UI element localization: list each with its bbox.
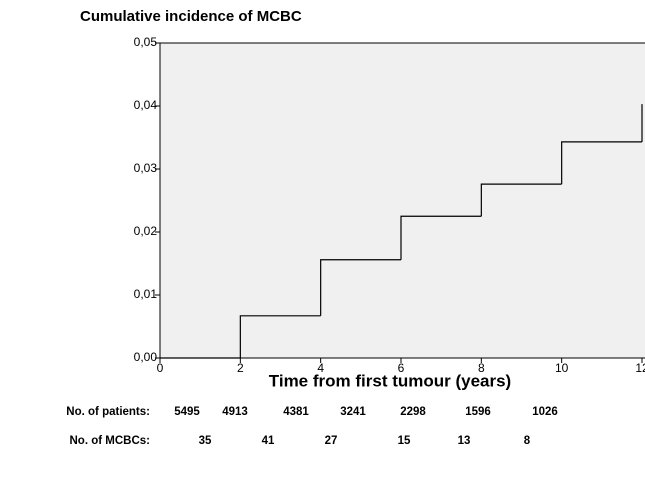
risk-count: 3241 (340, 406, 366, 418)
y-tick-label: 0,04 (134, 98, 158, 112)
x-tick-label: 8 (478, 361, 485, 375)
x-tick-label: 12 (635, 361, 645, 375)
x-tick-label: 4 (317, 361, 324, 375)
step-segment (400, 215, 482, 260)
risk-row-label: No. of MCBCs: (70, 435, 151, 447)
risk-count: 41 (262, 435, 275, 447)
step-segment (320, 259, 401, 316)
risk-count: 4381 (283, 406, 309, 418)
y-tick-label: 0,01 (134, 287, 158, 301)
risk-count: 15 (398, 435, 411, 447)
y-tick-label: 0,05 (134, 35, 158, 49)
y-tick-label: 0,00 (134, 350, 158, 364)
y-tick-label: 0,02 (134, 224, 158, 238)
risk-count: 13 (458, 435, 471, 447)
x-tick-label: 10 (555, 361, 569, 375)
risk-count: 4913 (222, 406, 248, 418)
risk-count: 35 (199, 435, 212, 447)
risk-count: 8 (524, 435, 531, 447)
x-tick-label: 0 (157, 361, 164, 375)
chart-title: Cumulative incidence of MCBC (80, 8, 302, 25)
risk-count: 1026 (532, 406, 558, 418)
step-segment (561, 141, 642, 185)
x-tick-label: 2 (237, 361, 244, 375)
risk-count: 5495 (174, 406, 200, 418)
plot-area (159, 42, 645, 359)
y-tick-label: 0,03 (134, 161, 158, 175)
step-segment (480, 183, 562, 217)
step-segment (239, 315, 321, 358)
risk-count: 1596 (465, 406, 491, 418)
x-tick-label: 6 (398, 361, 405, 375)
risk-count: 2298 (400, 406, 426, 418)
risk-row-label: No. of patients: (66, 406, 150, 418)
x-axis-label: Time from first tumour (years) (269, 371, 511, 390)
risk-count: 27 (325, 435, 338, 447)
